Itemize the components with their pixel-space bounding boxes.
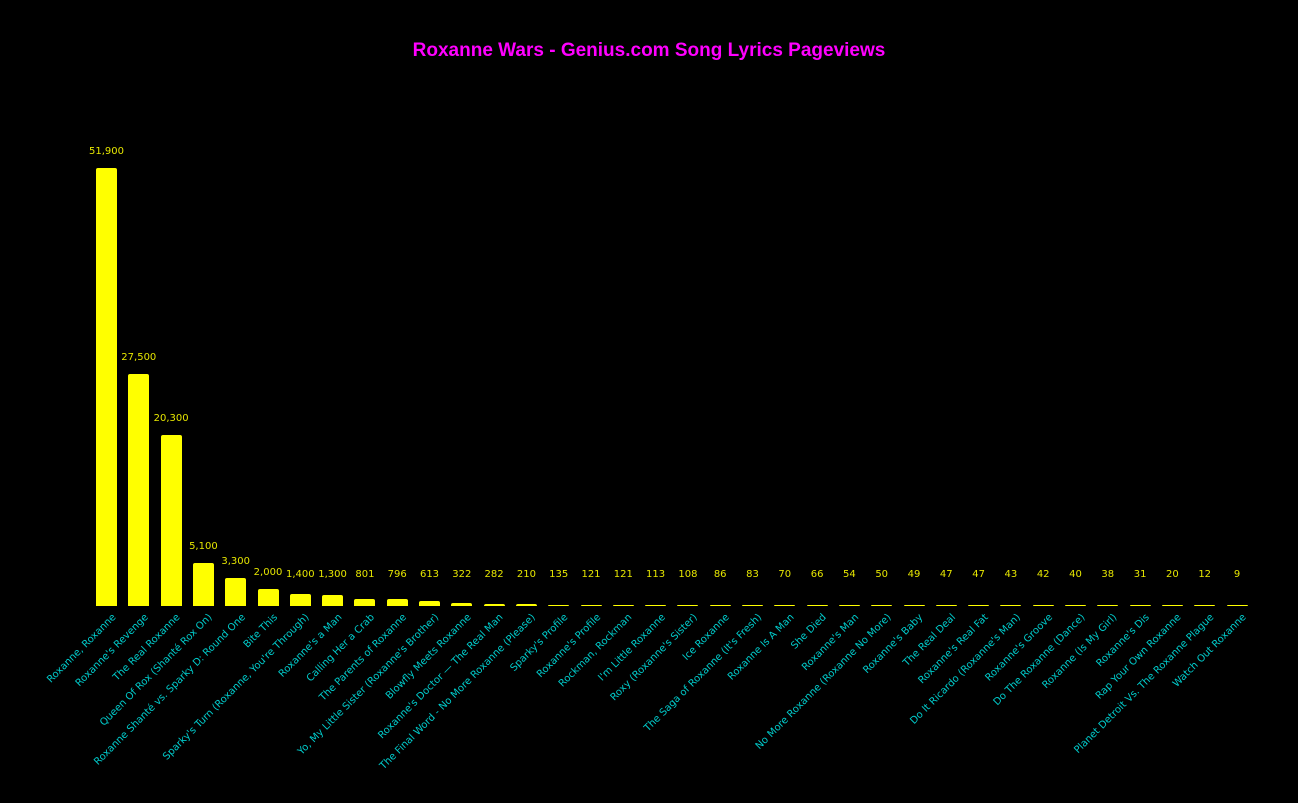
bar-value-label: 121	[613, 569, 633, 580]
bar-value-label: 83	[746, 569, 759, 580]
bar-value-label: 121	[581, 569, 601, 580]
bar	[1194, 605, 1216, 606]
bar-value-label: 31	[1133, 569, 1147, 580]
bar-value-label: 5,100	[189, 540, 218, 552]
bar	[1032, 605, 1054, 606]
bar	[1226, 605, 1248, 606]
bar	[1000, 605, 1022, 606]
bar-value-label: 27,500	[121, 351, 157, 363]
bar-value-label: 108	[678, 569, 698, 580]
bar	[1097, 605, 1119, 606]
bar-value-label: 613	[419, 569, 440, 580]
bar-value-label: 2,000	[253, 567, 283, 579]
bar-value-label: 66	[810, 569, 824, 580]
x-tick-label: Sparky's Profile	[508, 612, 570, 674]
bar-value-label: 49	[907, 569, 921, 580]
bar-value-label: 50	[875, 569, 889, 580]
bar	[806, 605, 828, 606]
bar	[580, 604, 602, 606]
bar-value-label: 20	[1166, 569, 1179, 580]
bar	[1065, 605, 1086, 606]
bar	[1161, 605, 1183, 606]
bar	[1129, 605, 1151, 606]
bar	[903, 605, 925, 606]
bar-value-label: 43	[1004, 569, 1018, 580]
bar	[354, 599, 376, 606]
bar	[645, 605, 667, 606]
bar-value-label: 282	[484, 569, 504, 580]
bar	[677, 605, 699, 606]
bar	[709, 605, 731, 606]
bar	[515, 604, 537, 606]
bar	[483, 603, 505, 606]
bar	[774, 605, 796, 606]
bar-value-label: 1,300	[318, 569, 347, 580]
bar-value-label: 113	[646, 569, 666, 580]
chart-title: Roxanne Wars - Genius.com Song Lyrics Pa…	[412, 40, 886, 61]
bar	[96, 168, 117, 606]
bar-value-label: 12	[1198, 569, 1212, 580]
bar-value-label: 51,900	[89, 146, 124, 157]
bar-value-label: 47	[972, 569, 985, 580]
bar-value-label: 9	[1233, 569, 1241, 580]
bar	[451, 603, 473, 606]
bar	[128, 373, 150, 606]
bar	[548, 604, 570, 606]
bar-value-label: 210	[516, 569, 536, 580]
bar	[225, 578, 247, 606]
x-tick-label: Roxanne's Baby	[861, 612, 926, 677]
bar-value-label: 42	[1036, 569, 1050, 580]
bar	[742, 605, 763, 606]
bar	[968, 605, 990, 606]
bar-value-label: 20,300	[153, 412, 189, 424]
bar	[935, 605, 957, 606]
bar	[322, 595, 344, 606]
bar	[612, 604, 634, 606]
bar-value-label: 54	[843, 569, 856, 580]
bar-value-label: 135	[549, 569, 569, 580]
bar	[257, 589, 279, 606]
bar-value-label: 322	[452, 569, 472, 580]
x-tick-label: The Final Word - No More Roxanne (Please…	[378, 612, 539, 772]
bar	[386, 599, 408, 606]
bar	[838, 605, 860, 606]
bar	[192, 562, 214, 606]
bar-value-label: 40	[1069, 569, 1082, 580]
bar	[289, 594, 311, 606]
bar-value-label: 38	[1101, 569, 1115, 580]
bar	[160, 434, 182, 606]
x-tick-label: Roxanne's Man	[800, 612, 862, 674]
bar-value-label: 801	[355, 569, 375, 580]
bar-value-label: 70	[778, 569, 792, 580]
bar-value-label: 1,400	[285, 569, 315, 580]
bar-value-label: 86	[713, 569, 727, 580]
x-tick-label: The Saga of Roxanne (It's Fresh)	[641, 612, 764, 734]
bar-value-label: 3,300	[221, 556, 250, 568]
bar-value-label: 796	[387, 569, 407, 580]
bar-value-label: 47	[939, 569, 953, 580]
bar	[419, 600, 440, 606]
bar	[871, 605, 893, 606]
